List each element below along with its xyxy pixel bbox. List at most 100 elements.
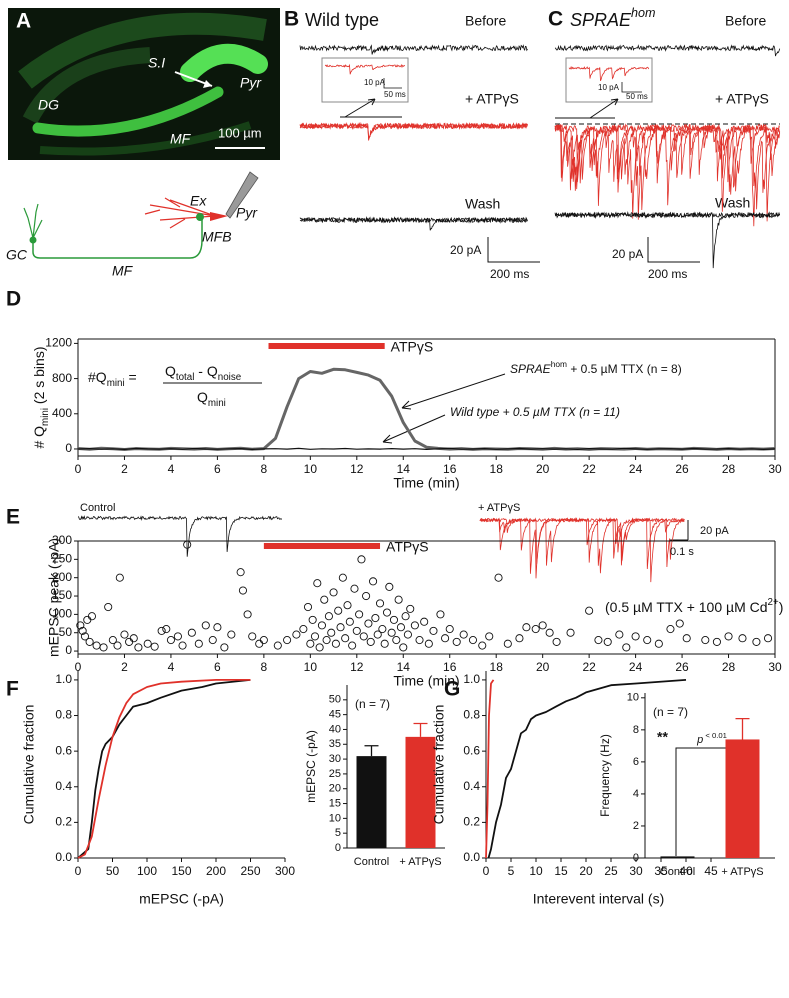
scatter-point — [401, 612, 410, 621]
x-tick-label: 20 — [579, 864, 593, 878]
x-tick-label: 24 — [629, 660, 643, 674]
scatter-point — [399, 643, 408, 652]
scatter-point — [85, 637, 94, 646]
scatter-point — [315, 643, 324, 652]
scatter-point — [317, 621, 327, 630]
text-part: = — [125, 369, 137, 385]
y-tick-label: 0.6 — [463, 743, 480, 757]
treatment-label: ATPγS — [391, 339, 434, 355]
y-tick-label: 0.8 — [463, 708, 480, 722]
scatter-point — [113, 641, 122, 650]
x-tick-label: 6 — [214, 660, 221, 674]
scatter-point — [173, 632, 182, 641]
scatter-point — [273, 641, 282, 650]
scatter-point — [752, 637, 761, 646]
trace — [324, 63, 406, 75]
annotation: ** — [657, 729, 668, 745]
scatter-point — [724, 632, 733, 641]
scatter-point — [292, 630, 301, 639]
scale-bar — [487, 237, 540, 263]
scatter-point — [359, 632, 368, 641]
inset-scale: 50 ms — [626, 92, 648, 101]
scatter-point — [201, 621, 210, 630]
pyramidal-soma — [210, 212, 228, 221]
scatter-point — [603, 637, 612, 646]
x-tick-label: 10 — [304, 660, 318, 674]
arrow — [344, 98, 376, 118]
text-part: mini — [208, 398, 226, 409]
formula: Qtotal - Qnoise — [165, 363, 242, 383]
y-tick-label: 0 — [65, 441, 72, 455]
annotation: (0.5 µM TTX + 100 µM Cd2+) — [605, 597, 783, 615]
mossy-fiber-bouton — [196, 213, 204, 221]
x-tick-label: 300 — [275, 864, 295, 878]
error-bar — [413, 722, 428, 737]
condition-label: Wash — [715, 195, 750, 211]
panel-label: C — [548, 8, 563, 31]
panel-label: E — [6, 506, 20, 529]
arrow — [589, 98, 619, 119]
y-tick-label: 1.0 — [55, 672, 72, 686]
x-tick-label: 15 — [554, 864, 568, 878]
scatter-point — [406, 604, 415, 613]
scatter-point — [331, 639, 340, 648]
y-tick-label: 0 — [633, 852, 639, 864]
scatter-point — [324, 612, 333, 621]
data-line — [77, 679, 251, 859]
y-tick-label: 0 — [335, 842, 341, 854]
scatter-point — [643, 636, 652, 645]
region-label: DG — [38, 97, 59, 113]
text-part: hom — [631, 6, 656, 20]
formula: Qmini — [197, 389, 226, 409]
scatter-point — [345, 617, 354, 626]
x-tick-label: 5 — [508, 864, 515, 878]
scatter-point — [622, 643, 631, 652]
scatter-point — [104, 602, 113, 612]
inset-scale-bar — [383, 78, 402, 89]
scatter-point — [362, 591, 371, 601]
scatter-point — [459, 630, 468, 639]
x-tick-label: 14 — [397, 660, 411, 674]
y-tick-label: 150 — [52, 588, 72, 602]
scatter-point — [675, 619, 684, 628]
text-part: #Q — [88, 369, 107, 385]
x-tick-label: 10 — [304, 462, 318, 476]
bar — [405, 736, 436, 848]
schematic-label: GC — [6, 247, 28, 263]
x-tick-label: 22 — [582, 660, 596, 674]
region-label: MF — [170, 131, 192, 147]
scatter-point — [452, 637, 461, 646]
inset-scale: 50 ms — [384, 90, 406, 99]
scatter-point — [429, 626, 438, 635]
trace — [299, 44, 528, 55]
scatter-point — [631, 632, 640, 641]
scatter-point — [445, 625, 454, 634]
data-line — [77, 679, 251, 859]
x-tick-label: 26 — [675, 660, 689, 674]
text-part: mini — [107, 378, 125, 389]
x-axis-label: Interevent interval (s) — [533, 891, 665, 907]
scatter-point — [615, 630, 624, 639]
y-tick-label: 50 — [59, 625, 73, 639]
trace — [568, 65, 650, 82]
text-part: SPRAE — [510, 362, 552, 376]
x-tick-label: 100 — [137, 864, 157, 878]
text-part: mini — [40, 408, 51, 426]
y-tick-label: 0.6 — [55, 743, 72, 757]
trace — [554, 211, 781, 269]
trace — [554, 123, 780, 220]
condition-label: Before — [725, 13, 766, 29]
x-tick-label: 40 — [679, 864, 693, 878]
inset-scale: 10 pA — [598, 83, 620, 92]
scatter-point — [385, 582, 394, 591]
scatter-point — [87, 612, 96, 621]
scatter-point — [503, 639, 512, 648]
scatter-point — [357, 555, 366, 564]
y-tick-label: 25 — [329, 768, 341, 780]
scatter-point — [322, 636, 331, 645]
annotation: (n = 7) — [355, 697, 390, 711]
y-tick-label: 1200 — [45, 336, 72, 350]
scatter-point — [468, 636, 478, 645]
y-axis-label: mEPSC peak (-pA) — [46, 538, 62, 657]
